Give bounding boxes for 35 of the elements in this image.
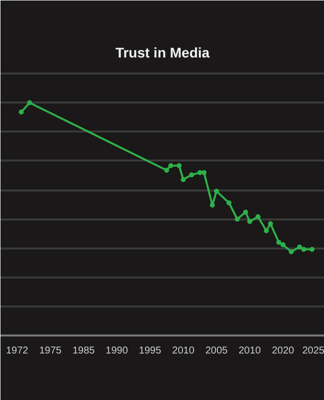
x-tick-label: 1990 [106,346,128,356]
point [297,244,302,250]
point [226,200,232,206]
point [280,242,286,248]
point [243,210,248,215]
point [310,246,315,252]
point [268,221,273,226]
point [264,228,269,234]
x-tick-label: 1975 [39,346,62,356]
point [197,170,202,176]
x-tick-label: 2010 [238,346,262,356]
point [210,202,215,208]
point [247,218,252,224]
point [27,100,32,106]
point [176,163,182,168]
point [276,240,282,245]
point [168,163,174,168]
point [214,188,219,194]
x-tick-label: 2025 [302,346,324,356]
point [189,172,194,178]
point [202,170,207,176]
point [301,246,306,252]
x-tick-label: 1995 [138,346,162,356]
x-tick-label: 1972 [6,346,29,356]
point [256,214,261,220]
x-tick-label: 2005 [205,346,228,356]
x-tick-label: 2020 [272,346,295,356]
point [18,110,24,115]
x-tick-label: 1985 [72,346,96,356]
chart-title: Trust in Media [115,44,210,60]
x-tick-label: 2010 [172,346,195,356]
point [180,177,186,182]
point [164,168,170,173]
point [288,249,294,254]
point [234,216,240,222]
